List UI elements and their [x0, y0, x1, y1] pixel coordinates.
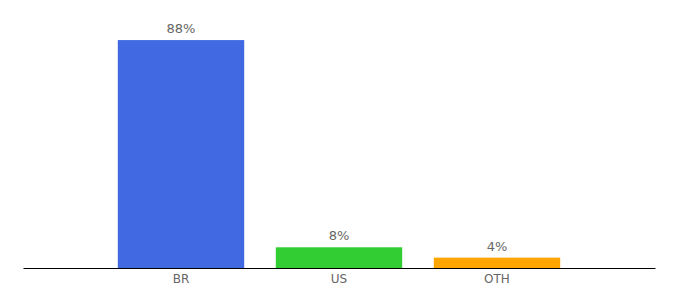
bar: [118, 40, 244, 268]
x-tick-label: OTH: [484, 272, 510, 286]
x-tick: BR: [173, 268, 190, 286]
bar: [434, 258, 560, 268]
bar: [276, 247, 402, 268]
chart-svg: 88% 8% 4% BR US OTH: [0, 0, 680, 300]
bars: [118, 40, 560, 268]
x-tick: US: [331, 268, 347, 286]
x-axis: BR US OTH: [24, 268, 656, 286]
data-label: 88%: [167, 21, 196, 36]
chart-container: 88% 8% 4% BR US OTH: [0, 0, 680, 300]
x-tick-label: BR: [173, 272, 190, 286]
data-label: 8%: [329, 228, 350, 243]
data-labels: 88% 8% 4%: [167, 21, 508, 254]
x-tick: OTH: [484, 268, 510, 286]
x-tick-label: US: [331, 272, 347, 286]
data-label: 4%: [487, 239, 508, 254]
x-axis-line: [24, 268, 656, 269]
